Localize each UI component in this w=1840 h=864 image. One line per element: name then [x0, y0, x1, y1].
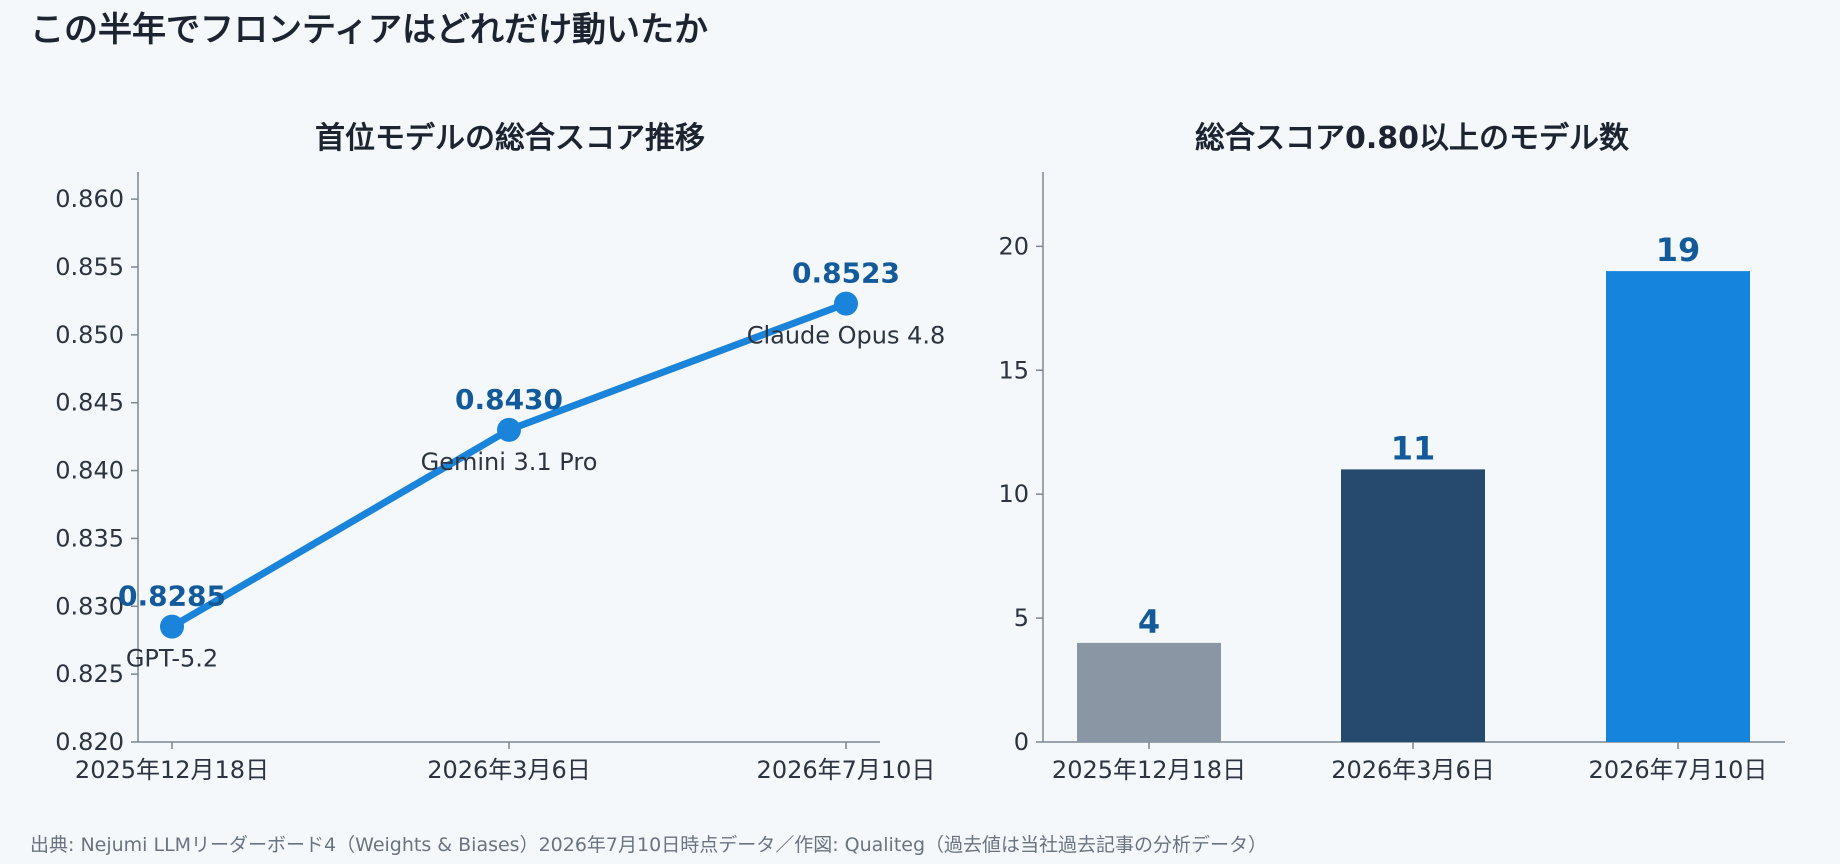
- source-note: 出典: Nejumi LLMリーダーボード4（Weights & Biases）…: [30, 834, 1268, 856]
- x-tick-label: 2026年3月6日: [1331, 756, 1495, 784]
- value-label: 0.8285: [118, 580, 226, 613]
- value-label: 11: [1391, 429, 1436, 467]
- bar: [1606, 271, 1750, 742]
- value-label: 19: [1656, 231, 1701, 269]
- x-tick-label: 2025年12月18日: [1052, 756, 1246, 784]
- x-tick-label: 2026年7月10日: [757, 756, 936, 784]
- line-chart-title: 首位モデルの総合スコア推移: [315, 121, 705, 156]
- y-tick-label: 5: [1014, 604, 1029, 632]
- bar-chart-title: 総合スコア0.80以上のモデル数: [1195, 121, 1630, 156]
- point-label: Claude Opus 4.8: [747, 322, 946, 350]
- page-title: この半年でフロンティアはどれだけ動いたか: [30, 10, 708, 50]
- point-label: Gemini 3.1 Pro: [421, 448, 598, 476]
- y-tick-label: 0.845: [55, 389, 124, 417]
- y-tick-label: 0.820: [55, 728, 124, 756]
- value-label: 0.8523: [792, 257, 900, 290]
- x-tick-label: 2025年12月18日: [75, 756, 269, 784]
- line-chart: 0.820 0.825 0.830 0.835 0.840 0.845 0.850 0.855…: [55, 172, 945, 784]
- data-point: [497, 417, 521, 442]
- y-tick-label: 0.840: [55, 457, 124, 485]
- y-tick-label: 0.860: [55, 185, 124, 213]
- y-tick-label: 0.835: [55, 524, 124, 552]
- data-point: [160, 614, 184, 639]
- y-tick-label: 10: [998, 480, 1029, 508]
- point-label: GPT-5.2: [126, 645, 218, 673]
- bar-chart: 0 5 10 15 20 4 2025年12月18日 11 2026年3月6日 19 2026年7月…: [998, 172, 1785, 784]
- y-tick-label: 0.825: [55, 660, 124, 688]
- y-tick-label: 0.855: [55, 253, 124, 281]
- value-label: 0.8430: [455, 383, 563, 416]
- data-point: [834, 291, 858, 316]
- value-label: 4: [1138, 603, 1160, 641]
- y-tick-label: 20: [998, 232, 1029, 260]
- y-tick-label: 0: [1014, 728, 1029, 756]
- x-tick-label: 2026年3月6日: [427, 756, 591, 784]
- bar: [1077, 642, 1221, 742]
- y-tick-label: 0.850: [55, 321, 124, 349]
- x-tick-label: 2026年7月10日: [1589, 756, 1768, 784]
- bar: [1341, 469, 1485, 742]
- y-tick-label: 0.830: [55, 592, 124, 620]
- y-tick-label: 15: [998, 356, 1029, 384]
